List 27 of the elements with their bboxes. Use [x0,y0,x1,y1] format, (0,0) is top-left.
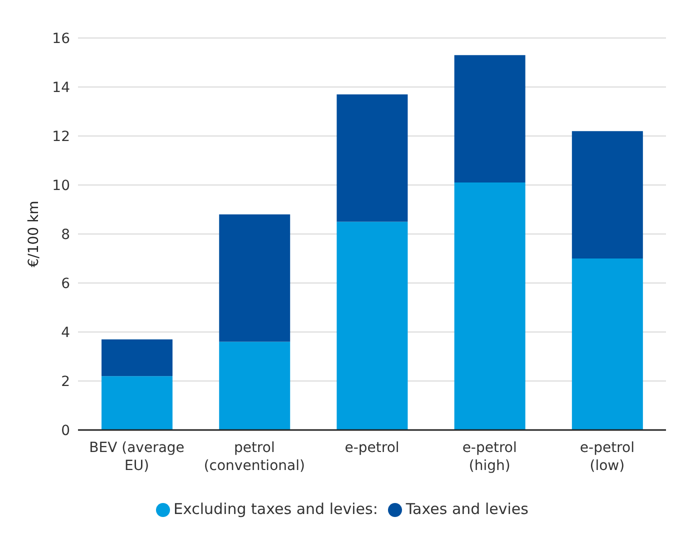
y-tick-label: 14 [52,80,70,96]
bar [454,55,526,183]
y-tick-label: 0 [61,422,70,439]
y-tick-label: 10 [52,178,70,194]
bar [219,214,290,342]
x-tick-label: e-petrol (low) [580,440,634,474]
bar [336,94,408,222]
x-tick-label: BEV (average EU) [89,440,184,474]
bar [572,131,643,258]
x-tick-label: petrol (conventional) [204,440,305,474]
bar [102,376,173,430]
x-tick-label: e-petrol [344,440,400,456]
y-tick-label: 2 [61,374,70,390]
y-tick-label: 8 [61,226,70,243]
bar [454,182,526,430]
y-axis-title: €/100 km [26,200,42,268]
bar [102,339,173,376]
y-tick-label: 6 [61,276,70,292]
y-tick-label: 4 [61,324,70,341]
bar [219,342,290,430]
legend-label: Taxes and levies [406,500,528,518]
y-tick-label: 16 [52,30,70,47]
x-tick-label: e-petrol (high) [462,440,517,474]
bar [572,258,643,430]
legend-label: Excluding taxes and levies: [174,500,378,518]
bar [336,222,408,430]
y-tick-label: 12 [52,128,70,145]
